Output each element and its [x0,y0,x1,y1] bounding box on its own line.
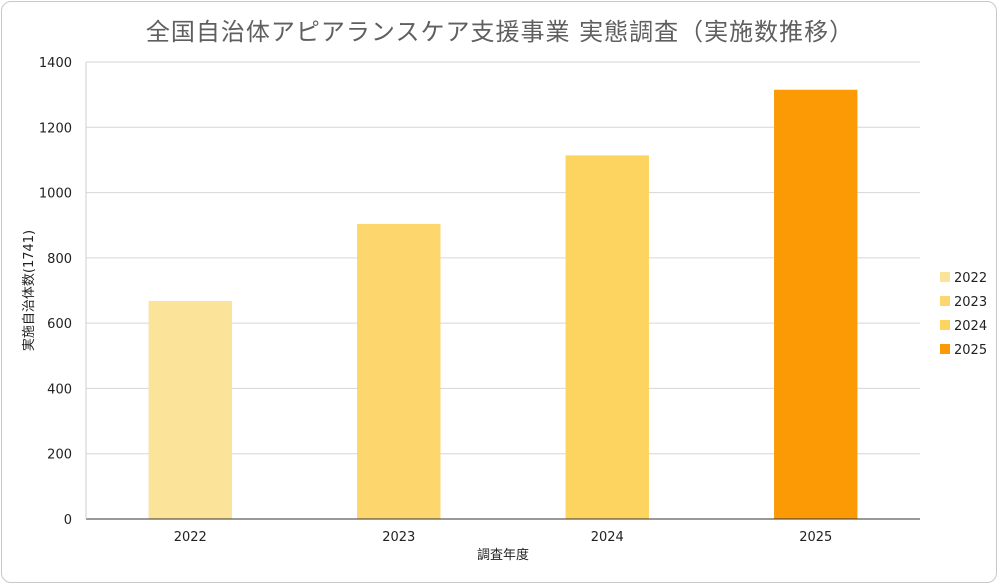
legend-label: 2022 [954,271,987,286]
x-tick-label: 2022 [174,530,207,545]
y-tick-label: 0 [64,513,72,528]
x-axis-label: 調査年度 [477,547,529,563]
y-axis-ticks: 0 200 400 600 800 1000 1200 1400 [39,56,72,528]
y-tick-label: 400 [47,382,72,397]
y-tick-label: 1400 [39,56,72,71]
legend: 2022 2023 2024 2025 [940,271,987,358]
y-tick-label: 1200 [39,121,72,136]
legend-label: 2024 [954,319,987,334]
legend-swatch [940,320,950,330]
legend-swatch [940,296,950,306]
x-tick-label: 2023 [382,530,415,545]
bars [148,89,858,519]
legend-swatch [940,344,950,354]
legend-swatch [940,272,950,282]
x-tick-label: 2025 [799,530,832,545]
y-tick-label: 200 [47,448,72,463]
legend-label: 2023 [954,295,987,310]
bar-2023 [357,223,441,519]
y-axis-label: 実施自治体数(1741) [21,230,37,351]
y-tick-label: 600 [47,317,72,332]
bar-2022 [148,300,232,519]
bar-2025 [774,89,858,519]
x-tick-label: 2024 [591,530,624,545]
y-tick-label: 1000 [39,187,72,202]
bar-2024 [565,155,649,519]
chart-title: 全国自治体アピアランスケア支援事業 実態調査（実施数推移） [145,18,855,46]
y-tick-label: 800 [47,252,72,267]
legend-label: 2025 [954,343,987,358]
x-axis-ticks: 2022 2023 2024 2025 [174,530,833,545]
